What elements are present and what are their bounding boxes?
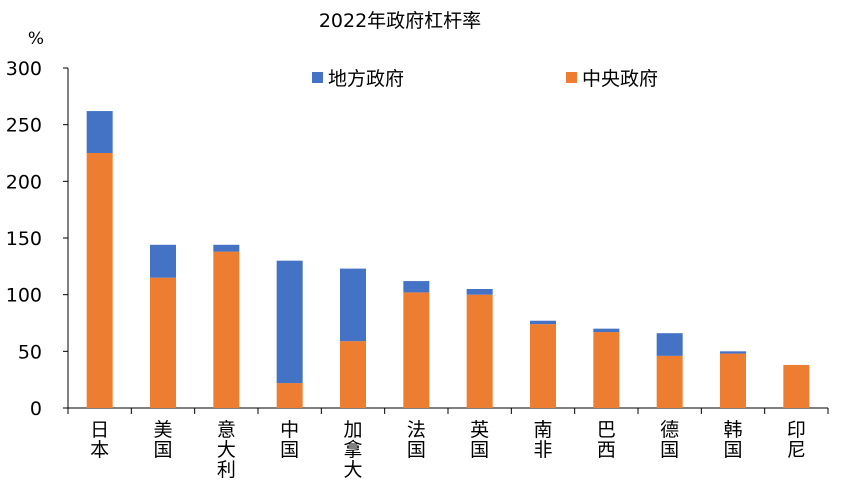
bar-local-3 [276,260,303,384]
y-axis-unit: % [28,29,44,49]
y-tick-label: 100 [6,285,42,307]
category-label: 印尼 [787,419,806,461]
bar-central-9 [656,355,683,408]
bar-central-1 [150,277,176,408]
legend-swatch-1 [566,72,577,83]
y-tick-label: 150 [6,228,42,250]
bar-local-10 [720,351,746,354]
category-label: 英国 [470,419,489,461]
category-label: 美国 [153,419,172,461]
bar-local-4 [340,268,366,342]
y-tick-label: 0 [30,398,42,420]
legend-swatch-0 [312,72,323,83]
bar-central-10 [720,353,746,408]
category-label: 日本 [90,419,109,461]
category-labels: 日本 美国 意大利 中国 加拿大 法国 英国 南非 巴西 德国 韩国 印尼 [90,419,806,481]
bar-local-5 [403,281,430,293]
bar-central-5 [403,292,430,408]
y-tick-label: 300 [6,58,42,80]
bars [86,111,810,408]
axes: 0 50 100 150 200 250 300 [6,58,829,420]
bar-central-11 [783,364,810,408]
category-label: 法国 [407,419,426,461]
chart-title: 2022年政府杠杆率 [319,10,481,32]
bar-local-7 [530,320,556,325]
legend-label-1: 中央政府 [582,68,658,90]
category-label: 巴西 [597,419,616,461]
y-tick-label: 200 [6,171,42,193]
category-label: 德国 [660,419,679,461]
legend-label-0: 地方政府 [328,68,404,90]
bar-central-4 [340,341,366,408]
bar-local-2 [213,244,240,252]
bar-central-0 [86,153,113,408]
category-label: 南非 [533,419,552,461]
bar-central-2 [213,251,240,408]
category-label: 意大利 [217,419,236,481]
bar-central-7 [530,324,556,408]
bar-central-6 [466,294,493,408]
bar-local-6 [466,289,493,295]
bar-local-8 [593,328,620,333]
bar-central-3 [276,383,303,408]
bar-central-8 [593,332,620,408]
bar-local-0 [86,111,113,153]
category-label: 中国 [280,419,299,461]
legend: 地方政府 中央政府 [312,68,658,90]
category-label: 加拿大 [343,419,362,481]
y-tick-label: 250 [6,115,42,137]
y-tick-label: 50 [18,341,42,363]
category-label: 韩国 [723,419,742,461]
bar-local-9 [656,333,683,356]
bar-local-1 [150,244,176,278]
